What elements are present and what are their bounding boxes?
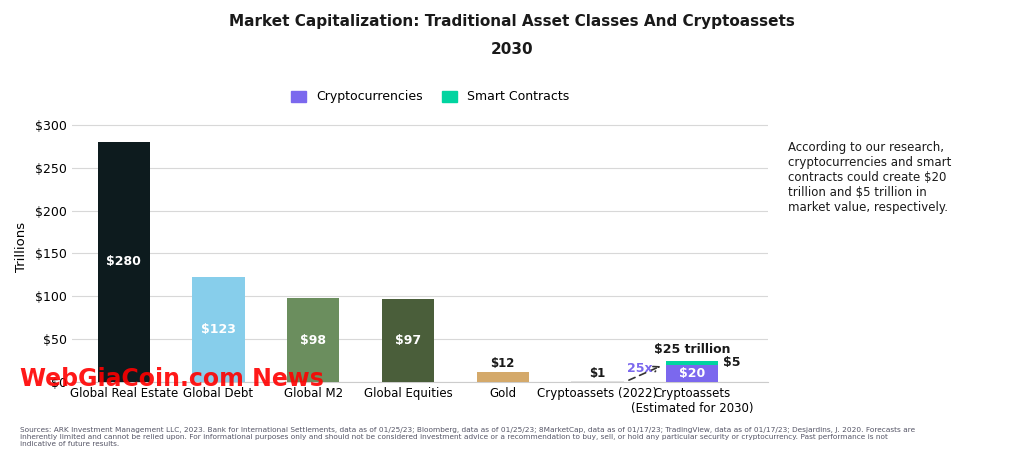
Text: $12: $12 [490,357,515,370]
Y-axis label: Trillions: Trillions [15,222,28,272]
Bar [382,299,434,382]
Text: Market Capitalization: Traditional Asset Classes And Cryptoassets: Market Capitalization: Traditional Asset… [229,14,795,29]
Text: $123: $123 [201,323,236,336]
Bar [667,365,718,382]
Text: $1: $1 [590,367,605,379]
Text: $5: $5 [723,356,740,370]
Text: $280: $280 [106,255,141,268]
Text: $20: $20 [679,367,706,380]
Legend: Cryptocurrencies, Smart Contracts: Cryptocurrencies, Smart Contracts [287,85,573,109]
Text: 2030: 2030 [490,42,534,57]
Text: 25x: 25x [628,362,653,375]
Bar [287,298,339,382]
Bar [477,372,528,382]
Bar [667,361,718,365]
Text: Sources: ARK Investment Management LLC, 2023. Bank for International Settlements: Sources: ARK Investment Management LLC, … [20,427,915,447]
Bar [97,142,150,382]
Bar [193,277,245,382]
Text: According to our research,
cryptocurrencies and smart
contracts could create $20: According to our research, cryptocurrenc… [788,141,952,213]
Text: $25 trillion: $25 trillion [654,343,730,356]
Text: $98: $98 [300,334,327,347]
Bar [571,381,624,382]
Text: WebGiaCoin.com News: WebGiaCoin.com News [20,367,325,391]
Text: $97: $97 [395,334,421,347]
